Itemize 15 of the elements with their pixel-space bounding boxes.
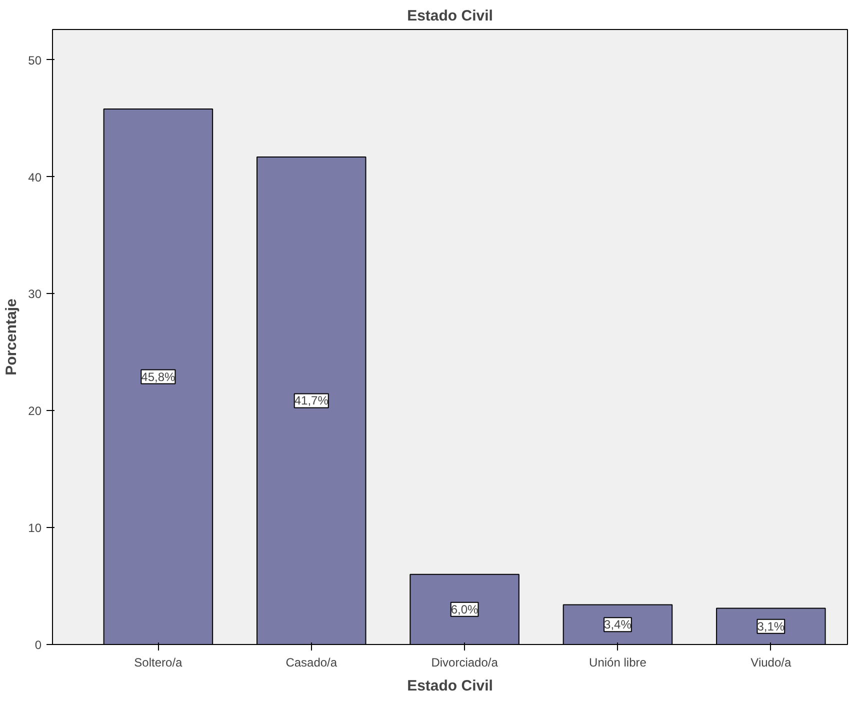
y-tick-label: 50 bbox=[28, 53, 42, 68]
y-tick-label: 0 bbox=[34, 638, 42, 652]
y-axis-title: Porcentaje bbox=[3, 298, 20, 376]
x-tick-label: Divorciado/a bbox=[431, 656, 498, 670]
x-axis-title: Estado Civil bbox=[407, 678, 493, 694]
x-tick-label: Viudo/a bbox=[750, 656, 792, 670]
x-tick-label: Casado/a bbox=[286, 656, 338, 670]
y-tick-label: 10 bbox=[28, 521, 42, 536]
data-label: 3,4% bbox=[604, 618, 632, 632]
y-tick-label: 20 bbox=[28, 404, 42, 418]
x-tick-label: Unión libre bbox=[589, 656, 647, 670]
y-tick-label: 30 bbox=[28, 287, 42, 302]
chart-title: Estado Civil bbox=[407, 8, 493, 24]
x-tick-label: Soltero/a bbox=[134, 656, 183, 670]
y-tick-label: 40 bbox=[28, 170, 42, 184]
